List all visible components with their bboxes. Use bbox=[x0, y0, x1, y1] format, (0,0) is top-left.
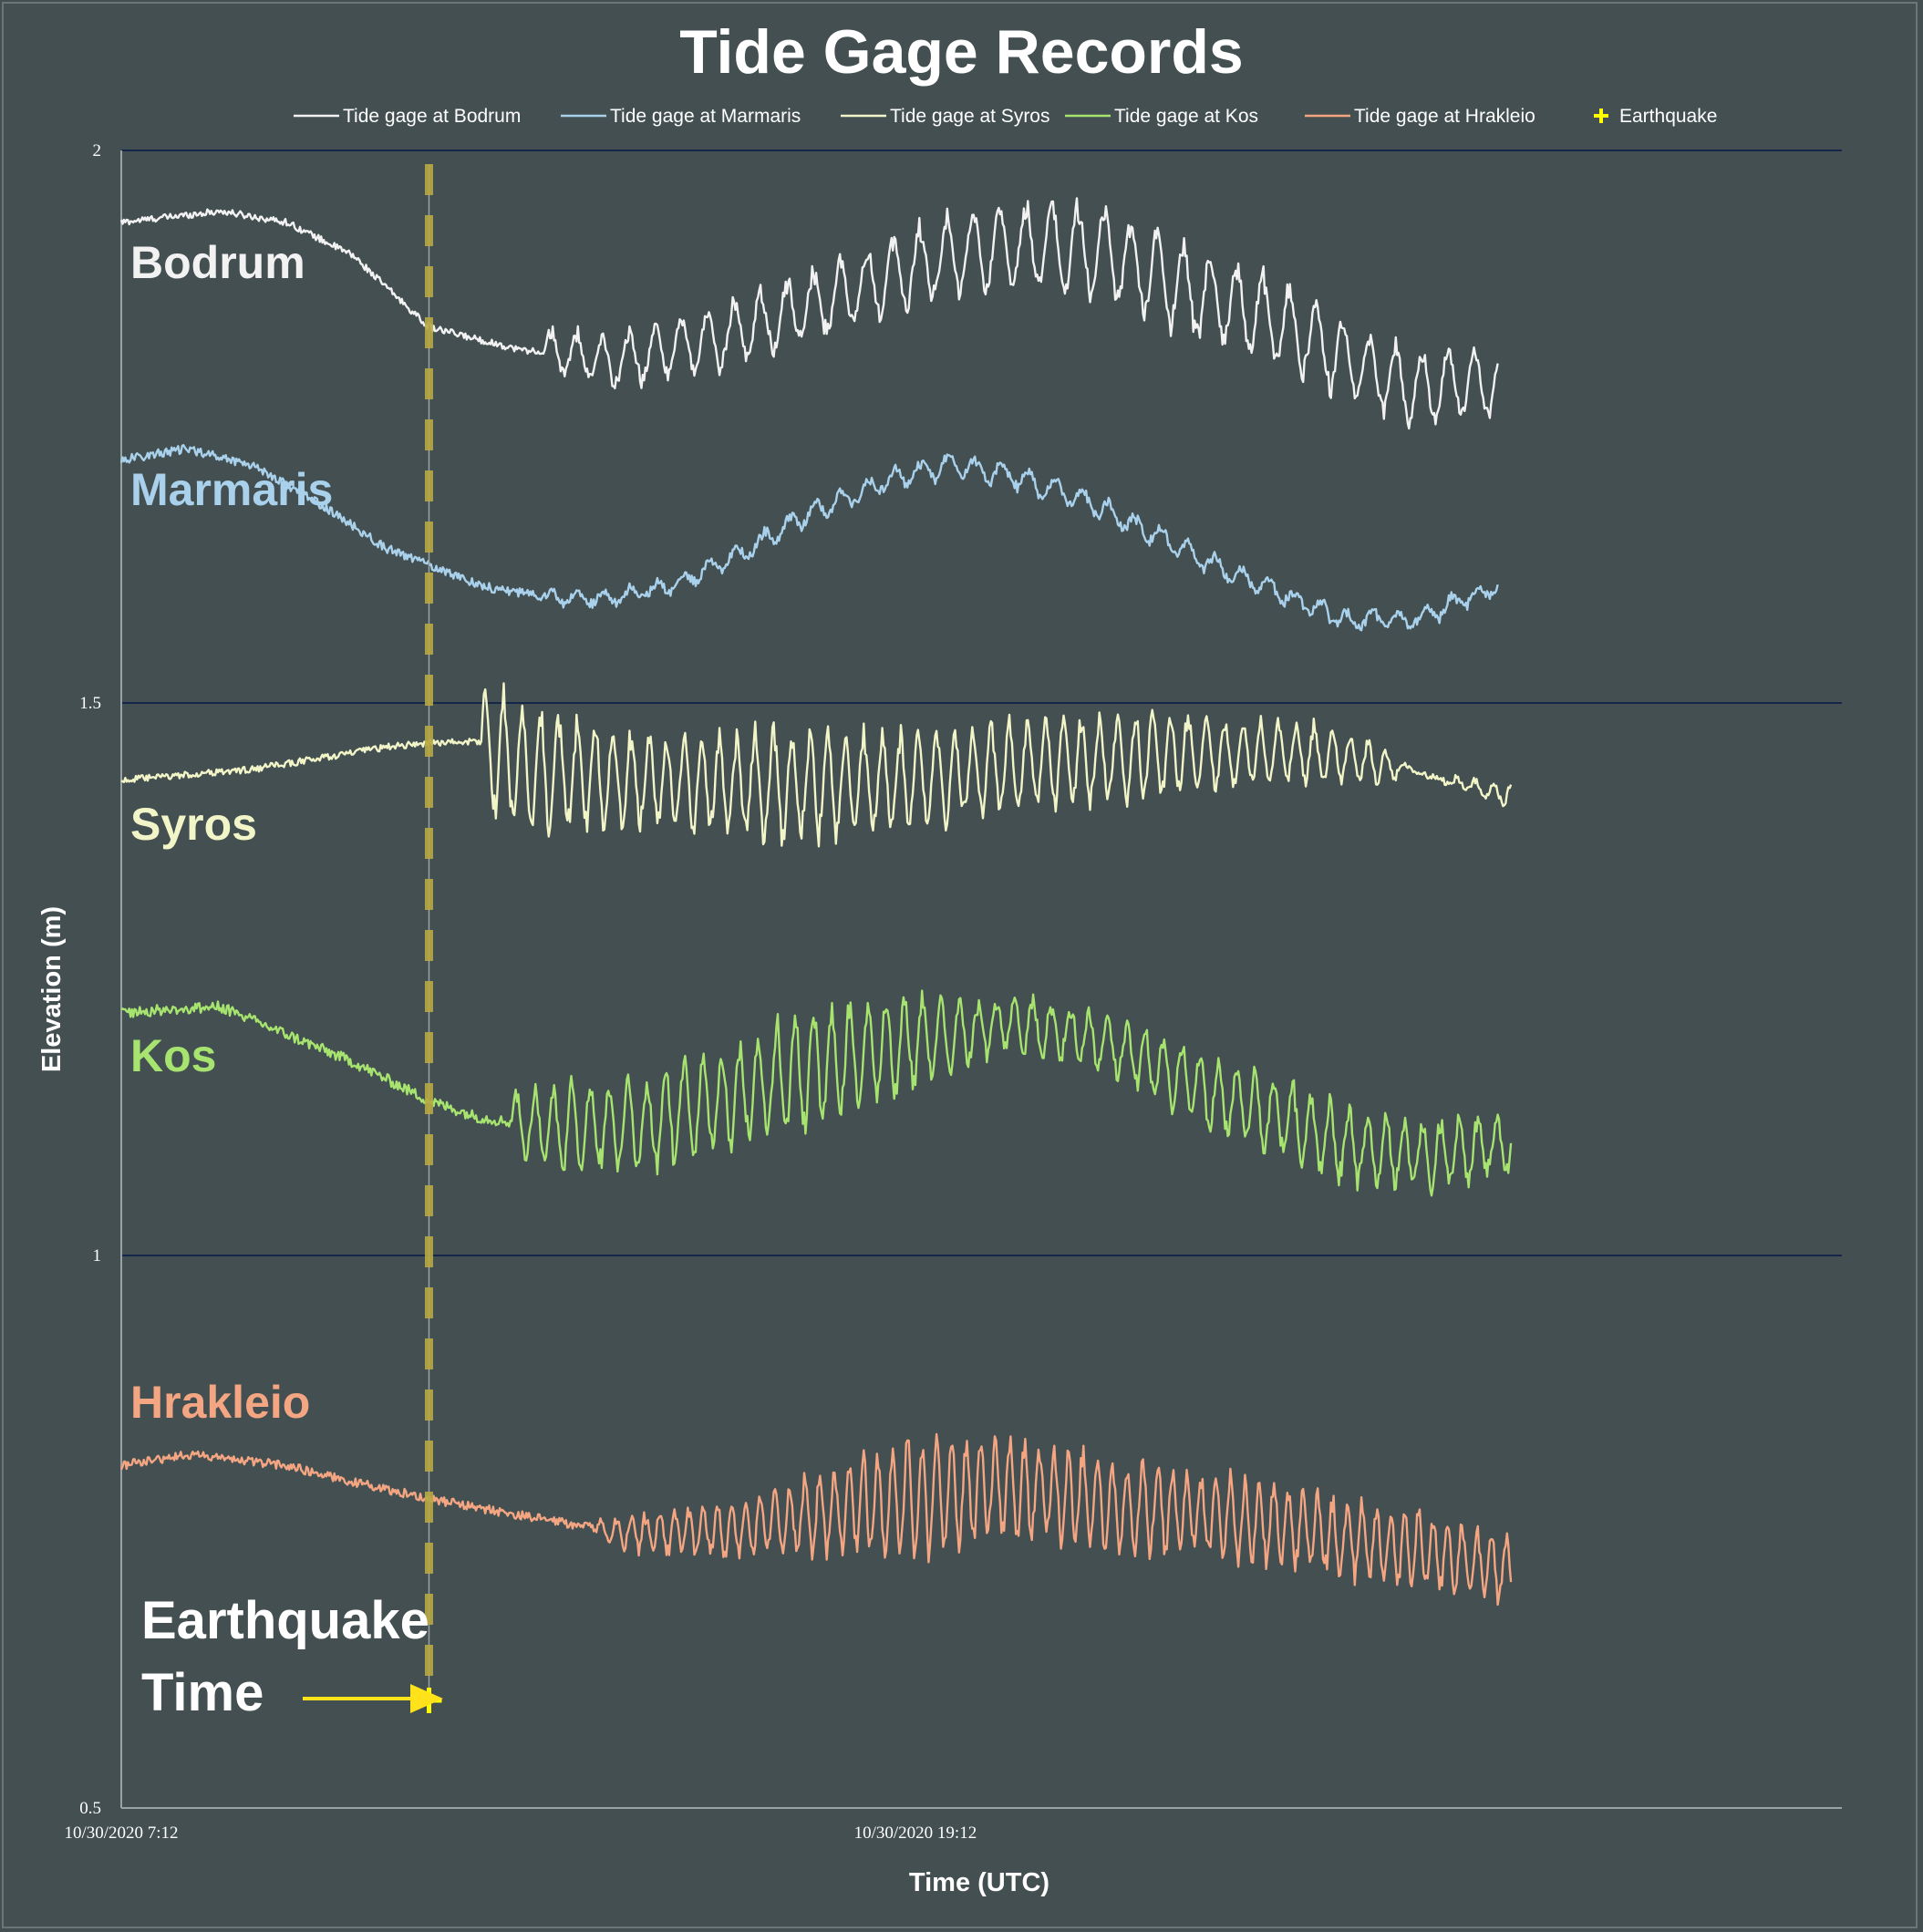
series-line-hrakleio bbox=[119, 1432, 1513, 1607]
legend-entry-hrakleio: Tide gage at Hrakleio bbox=[1354, 106, 1535, 127]
station-label-syros: Syros bbox=[130, 799, 257, 850]
legend-marker-earthquake bbox=[1594, 108, 1608, 123]
y-tick-label: 1.5 bbox=[79, 694, 101, 713]
legend-entry-syros: Tide gage at Syros bbox=[890, 106, 1050, 127]
series-line-kos bbox=[120, 989, 1513, 1197]
x-tick-label: 10/30/2020 19:12 bbox=[854, 1824, 977, 1843]
station-label-kos: Kos bbox=[130, 1030, 216, 1081]
legend-entry-kos: Tide gage at Kos bbox=[1114, 106, 1258, 127]
y-tick-label: 1 bbox=[93, 1246, 102, 1266]
series-line-syros bbox=[120, 682, 1513, 848]
x-axis-label: Time (UTC) bbox=[909, 1868, 1049, 1897]
legend-entry-earthquake: Earthquake bbox=[1619, 106, 1717, 127]
station-label-marmaris: Marmaris bbox=[130, 464, 333, 515]
station-label-bodrum: Bodrum bbox=[130, 237, 305, 288]
chart-title: Tide Gage Records bbox=[679, 17, 1244, 87]
x-tick-label: 10/30/2020 7:12 bbox=[64, 1824, 178, 1843]
y-tick-label: 2 bbox=[93, 141, 102, 160]
earthquake-note-line2: Time bbox=[141, 1663, 264, 1722]
legend-entry-bodrum: Tide gage at Bodrum bbox=[343, 106, 521, 127]
series-line-marmaris bbox=[119, 444, 1499, 632]
y-tick-label: 0.5 bbox=[79, 1799, 101, 1818]
legend-entry-marmaris: Tide gage at Marmaris bbox=[610, 106, 801, 127]
earthquake-note-line1: Earthquake bbox=[141, 1591, 429, 1650]
y-axis-label: Elevation (m) bbox=[37, 906, 67, 1072]
station-label-hrakleio: Hrakleio bbox=[130, 1377, 310, 1428]
series-line-bodrum bbox=[119, 197, 1499, 430]
